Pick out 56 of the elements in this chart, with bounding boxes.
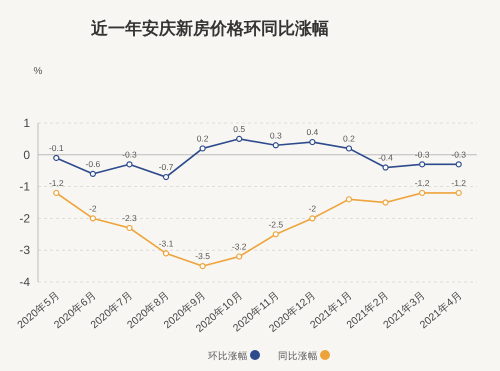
- data-label: -3.2: [232, 242, 247, 252]
- point: [90, 215, 96, 222]
- data-label: 0.3: [270, 130, 282, 140]
- point: [162, 250, 170, 256]
- point: [162, 174, 170, 180]
- data-label: -1.2: [48, 178, 64, 188]
- data-label: 0.2: [196, 133, 209, 144]
- point: [272, 142, 279, 148]
- point: [53, 190, 60, 196]
- point: [126, 161, 133, 168]
- point: [419, 190, 426, 196]
- legend-label: 环比涨幅: [208, 350, 248, 362]
- data-label: -0.4: [378, 152, 394, 163]
- y-axis-title: %: [34, 66, 43, 77]
- y-tick-label: -4: [19, 275, 30, 289]
- data-label: -0.3: [122, 149, 138, 160]
- data-label: -0.3: [414, 149, 430, 160]
- y-tick-label: -3: [19, 243, 30, 258]
- point: [346, 196, 352, 202]
- point: [236, 253, 242, 260]
- point: [90, 170, 96, 177]
- point: [53, 154, 60, 162]
- y-tick-label: 1: [23, 116, 30, 130]
- point: [382, 199, 389, 206]
- data-label: -1.2: [414, 178, 430, 188]
- data-label: -2: [89, 203, 97, 214]
- data-label: -0.3: [451, 149, 466, 160]
- point: [419, 161, 426, 168]
- data-label: -1.2: [451, 178, 466, 188]
- data-label: -3.5: [195, 251, 210, 262]
- data-label: -2.5: [268, 219, 284, 230]
- point: [456, 161, 462, 168]
- point: [200, 145, 206, 152]
- data-label: 0.4: [306, 127, 319, 138]
- y-tick-label: 0: [23, 148, 30, 162]
- data-label: -2: [308, 203, 316, 214]
- data-label: 0.5: [233, 124, 246, 134]
- legend-label: 同比涨幅: [278, 350, 318, 362]
- y-tick-label: -2: [19, 211, 30, 226]
- data-label: -2.3: [122, 212, 138, 223]
- y-tick-label: -1: [19, 180, 30, 194]
- point: [456, 190, 462, 196]
- data-label: -0.7: [158, 162, 174, 172]
- point: [309, 138, 316, 146]
- point: [272, 231, 279, 238]
- point: [309, 215, 316, 222]
- data-label: -3.1: [158, 238, 174, 248]
- point: [126, 224, 133, 232]
- point: [200, 263, 206, 270]
- point: [382, 164, 389, 171]
- data-label: 0.2: [343, 133, 356, 144]
- point: [236, 136, 242, 142]
- data-label: -0.1: [48, 142, 64, 153]
- point: [346, 145, 352, 152]
- chart-title: 近一年安庆新房价格环同比涨幅: [90, 19, 329, 38]
- data-label: -0.6: [86, 158, 100, 169]
